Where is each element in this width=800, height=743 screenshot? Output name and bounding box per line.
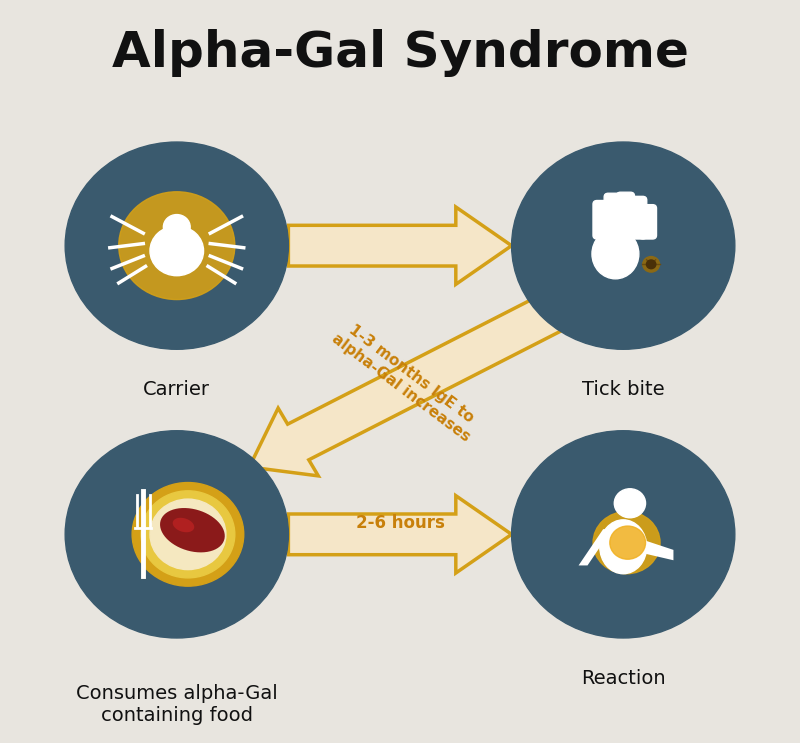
FancyBboxPatch shape xyxy=(617,192,634,239)
Polygon shape xyxy=(642,539,674,560)
Circle shape xyxy=(163,215,190,239)
Text: Carrier: Carrier xyxy=(143,380,210,400)
Polygon shape xyxy=(288,207,512,285)
Polygon shape xyxy=(160,508,225,552)
Text: Tick bite: Tick bite xyxy=(582,380,665,400)
Circle shape xyxy=(593,511,660,574)
Circle shape xyxy=(65,142,288,349)
Circle shape xyxy=(610,526,646,559)
FancyBboxPatch shape xyxy=(629,196,646,239)
Circle shape xyxy=(150,499,226,570)
Circle shape xyxy=(132,482,244,586)
Circle shape xyxy=(512,142,735,349)
Text: Reaction: Reaction xyxy=(581,669,666,688)
Text: Consumes alpha-Gal
containing food: Consumes alpha-Gal containing food xyxy=(76,684,278,725)
Text: Alpha-Gal Syndrome: Alpha-Gal Syndrome xyxy=(111,29,689,77)
Circle shape xyxy=(118,192,235,299)
Text: 1-3 months IgE to
alpha-Gal increases: 1-3 months IgE to alpha-Gal increases xyxy=(329,317,483,444)
Circle shape xyxy=(150,226,203,276)
Circle shape xyxy=(642,256,659,272)
FancyBboxPatch shape xyxy=(604,193,622,239)
Circle shape xyxy=(65,431,288,638)
Polygon shape xyxy=(288,496,512,573)
Polygon shape xyxy=(173,518,194,532)
FancyBboxPatch shape xyxy=(593,201,611,239)
Circle shape xyxy=(141,491,235,578)
Circle shape xyxy=(614,489,646,518)
Text: 2-6 hours: 2-6 hours xyxy=(355,514,445,532)
Ellipse shape xyxy=(592,229,639,279)
Circle shape xyxy=(512,431,735,638)
Ellipse shape xyxy=(600,520,646,574)
Circle shape xyxy=(646,260,656,269)
FancyBboxPatch shape xyxy=(639,204,657,239)
Polygon shape xyxy=(578,529,612,565)
Polygon shape xyxy=(250,295,562,476)
